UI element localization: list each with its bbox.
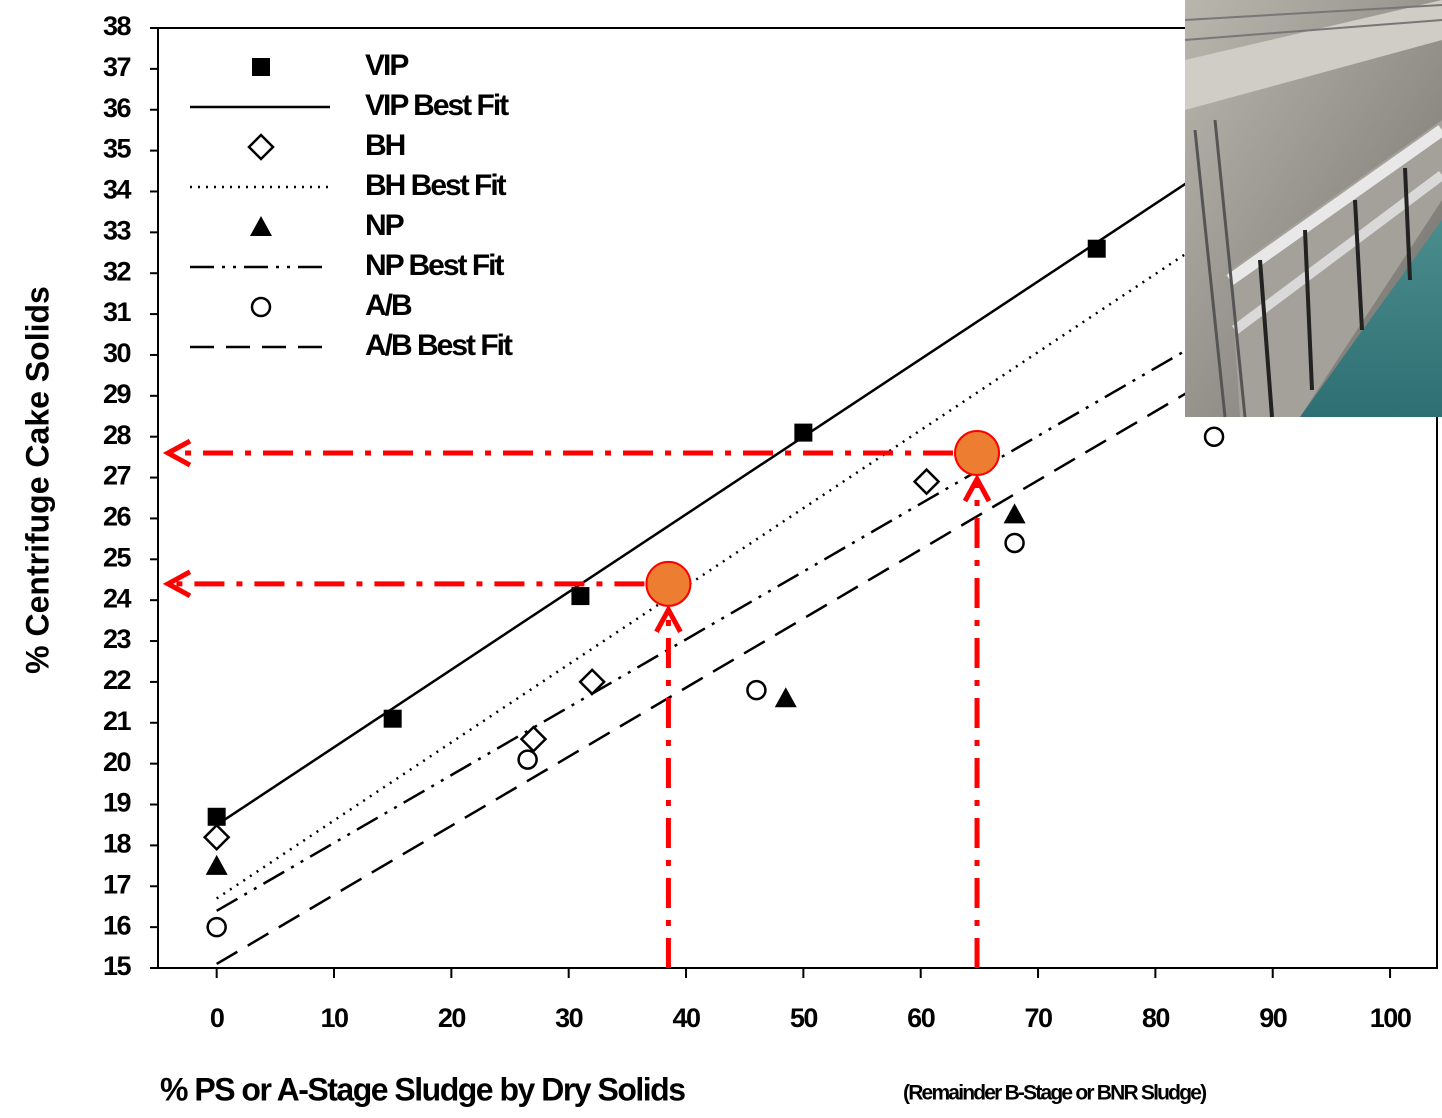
y-tick-label: 16 xyxy=(103,910,132,940)
y-axis-title: % Centrifuge Cake Solids xyxy=(19,286,55,674)
y-tick-label: 18 xyxy=(103,829,132,859)
y-tick-label: 17 xyxy=(103,869,131,899)
marker-circle xyxy=(1203,426,1225,447)
marker-triangle xyxy=(1003,503,1026,524)
y-tick-label: 29 xyxy=(103,379,132,409)
y-tick-label: 38 xyxy=(103,11,132,41)
y-tick-label: 31 xyxy=(103,297,132,327)
highlight-point xyxy=(954,430,1001,477)
legend-label: NP Best Fit xyxy=(365,249,504,282)
legend-label: A/B xyxy=(365,289,412,322)
highlight-point xyxy=(645,560,692,607)
y-tick-label: 36 xyxy=(103,93,132,123)
y-tick-label: 30 xyxy=(103,338,131,368)
y-tick-label: 21 xyxy=(103,706,132,736)
plot-frame xyxy=(157,27,1438,969)
y-tick-label: 24 xyxy=(103,583,132,613)
y-tick-label: 19 xyxy=(103,788,132,818)
y-tick-label: 23 xyxy=(103,624,132,654)
arrow-head xyxy=(162,569,192,599)
y-tick-label: 20 xyxy=(103,747,131,777)
y-tick-label: 37 xyxy=(103,52,131,82)
legend-label: VIP Best Fit xyxy=(365,89,509,122)
photo xyxy=(1184,0,1442,418)
photo-rails xyxy=(1184,4,1442,41)
y-tick-label: 27 xyxy=(103,461,131,491)
y-tick-label: 33 xyxy=(103,215,132,245)
legend-label: NP xyxy=(365,209,404,242)
marker-circle xyxy=(746,679,767,701)
photo-posts xyxy=(1258,167,1412,418)
x-axis-title: % PS or A-Stage Sludge by Dry Solids xyxy=(160,1071,685,1107)
photo-ladder xyxy=(1193,119,1247,418)
y-tick-label: 26 xyxy=(103,502,132,532)
x-tick-label: 70 xyxy=(1025,1003,1053,1033)
marker-triangle xyxy=(250,216,272,236)
plot-area: 15 16 17 18 19 20 21 22 23 24 25 26 27 28 29 30 31 32 33 34… xyxy=(103,11,1438,1033)
photo-pipe xyxy=(1226,125,1442,285)
marker-circle xyxy=(250,296,272,318)
x-tick-label: 60 xyxy=(907,1003,935,1033)
y-tick-label: 22 xyxy=(103,665,131,695)
marker-triangle xyxy=(205,854,228,875)
photo-water xyxy=(1300,220,1442,417)
marker-circle xyxy=(1004,532,1025,554)
x-tick-label: 20 xyxy=(438,1003,466,1033)
photo-wall xyxy=(1230,120,1442,417)
y-tick-label: 15 xyxy=(103,951,132,981)
marker-diamond xyxy=(202,823,231,851)
photo-walkway xyxy=(1185,0,1442,110)
arrow-head xyxy=(962,473,992,503)
y-tick-label: 34 xyxy=(103,175,132,205)
marker-square xyxy=(794,423,813,442)
marker-diamond xyxy=(247,133,275,161)
legend-label: BH xyxy=(365,129,405,162)
y-tick-label: 35 xyxy=(103,134,132,164)
marker-square xyxy=(252,58,270,76)
marker-square xyxy=(383,709,402,728)
x-tick-label: 0 xyxy=(210,1003,224,1033)
y-tick-label: 28 xyxy=(103,420,132,450)
arrow-head xyxy=(654,604,683,634)
marker-square xyxy=(207,807,226,826)
marker-triangle xyxy=(774,687,797,708)
legend-label: BH Best Fit xyxy=(365,169,507,202)
marker-diamond xyxy=(519,725,548,753)
fit-line xyxy=(216,231,1391,912)
x-tick-label: 90 xyxy=(1259,1003,1287,1033)
x-axis-note: (Remainder B-Stage or BNR Sludge) xyxy=(903,1082,1206,1105)
marker-circle xyxy=(517,749,538,770)
x-tick-label: 10 xyxy=(320,1003,348,1033)
marker-diamond xyxy=(578,668,606,696)
x-tick-label: 40 xyxy=(673,1003,701,1033)
legend-label: A/B Best Fit xyxy=(365,329,513,362)
x-tick-label: 50 xyxy=(790,1003,818,1033)
fit-line xyxy=(215,116,1391,900)
arrow-head xyxy=(162,438,192,468)
x-tick-label: 100 xyxy=(1370,1003,1411,1033)
marker-square xyxy=(571,587,590,606)
legend-label: VIP xyxy=(365,49,408,82)
x-tick-label: 30 xyxy=(555,1003,583,1033)
y-tick-label: 25 xyxy=(103,542,132,572)
marker-circle xyxy=(206,916,227,938)
marker-diamond xyxy=(912,467,941,496)
y-tick-label: 32 xyxy=(103,256,131,286)
x-tick-label: 80 xyxy=(1142,1003,1170,1033)
